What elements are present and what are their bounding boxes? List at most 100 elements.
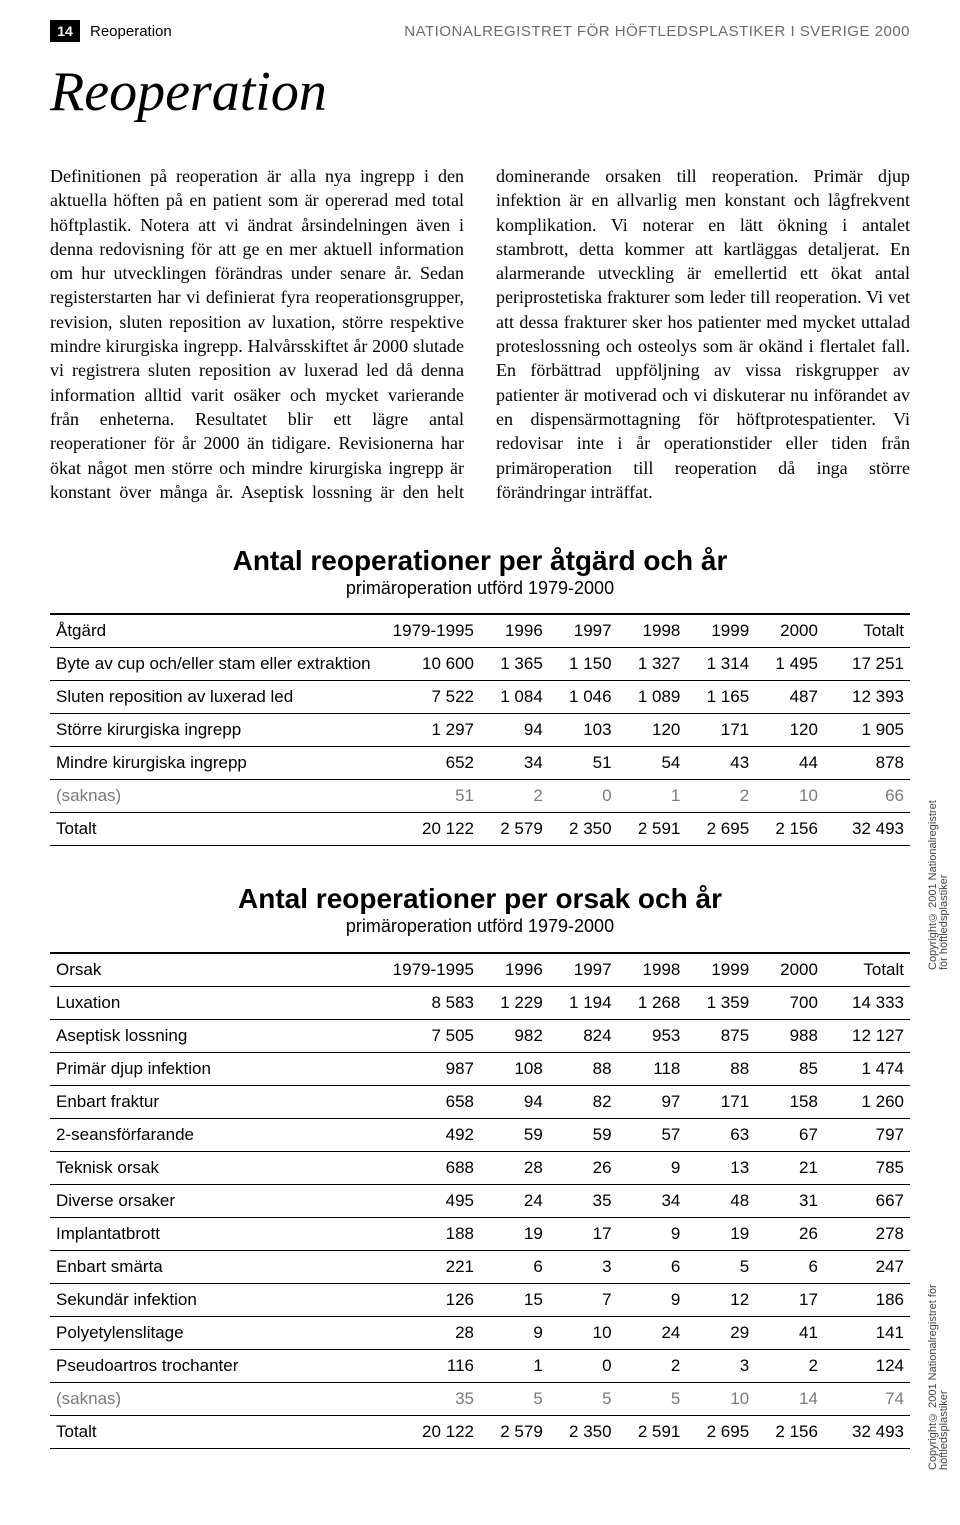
cell-value: 221 xyxy=(377,1250,480,1283)
cell-value: 17 xyxy=(549,1217,618,1250)
cell-value: 987 xyxy=(377,1052,480,1085)
row-label: Sluten reposition av luxerad led xyxy=(50,681,377,714)
cell-value: 19 xyxy=(480,1217,549,1250)
table-row: Sekundär infektion12615791217186 xyxy=(50,1283,910,1316)
cell-value: 2 xyxy=(686,780,755,813)
cell-value: 700 xyxy=(755,986,824,1019)
cell-value: 1 260 xyxy=(824,1085,910,1118)
cell-value: 20 122 xyxy=(377,813,480,846)
cell-value: 67 xyxy=(755,1118,824,1151)
cell-value: 26 xyxy=(549,1151,618,1184)
cell-value: 495 xyxy=(377,1184,480,1217)
cell-value: 51 xyxy=(549,747,618,780)
cell-value: 2 156 xyxy=(755,813,824,846)
cell-value: 652 xyxy=(377,747,480,780)
row-label: (saknas) xyxy=(50,780,377,813)
cell-value: 982 xyxy=(480,1019,549,1052)
table-row: Aseptisk lossning7 50598282495387598812 … xyxy=(50,1019,910,1052)
cell-value: 186 xyxy=(824,1283,910,1316)
table-row: Sluten reposition av luxerad led7 5221 0… xyxy=(50,681,910,714)
cell-value: 1 150 xyxy=(549,648,618,681)
row-label: Primär djup infektion xyxy=(50,1052,377,1085)
row-label: Luxation xyxy=(50,986,377,1019)
row-label: Diverse orsaker xyxy=(50,1184,377,1217)
column-header: 1998 xyxy=(618,614,687,648)
cell-value: 15 xyxy=(480,1283,549,1316)
cell-value: 1 474 xyxy=(824,1052,910,1085)
table-row: Teknisk orsak688282691321785 xyxy=(50,1151,910,1184)
cell-value: 120 xyxy=(618,714,687,747)
cell-value: 5 xyxy=(686,1250,755,1283)
cell-value: 1 359 xyxy=(686,986,755,1019)
cell-value: 988 xyxy=(755,1019,824,1052)
section-crumb: Reoperation xyxy=(90,24,172,39)
table-row: Byte av cup och/eller stam eller extrakt… xyxy=(50,648,910,681)
cell-value: 3 xyxy=(549,1250,618,1283)
cell-value: 247 xyxy=(824,1250,910,1283)
cell-value: 120 xyxy=(755,714,824,747)
cell-value: 2 xyxy=(755,1349,824,1382)
body-text: Definitionen på reoperation är alla nya … xyxy=(50,164,910,504)
column-header: 1996 xyxy=(480,953,549,987)
cell-value: 2 695 xyxy=(686,813,755,846)
total-row: Totalt20 1222 5792 3502 5912 6952 15632 … xyxy=(50,1415,910,1448)
cell-value: 5 xyxy=(480,1382,549,1415)
cell-value: 20 122 xyxy=(377,1415,480,1448)
row-label: (saknas) xyxy=(50,1382,377,1415)
cell-value: 1 165 xyxy=(686,681,755,714)
column-header: Åtgärd xyxy=(50,614,377,648)
cell-value: 59 xyxy=(549,1118,618,1151)
column-header: Totalt xyxy=(824,614,910,648)
row-label: Enbart fraktur xyxy=(50,1085,377,1118)
cell-value: 9 xyxy=(480,1316,549,1349)
cell-value: 94 xyxy=(480,1085,549,1118)
column-header: 1997 xyxy=(549,614,618,648)
cell-value: 35 xyxy=(549,1184,618,1217)
cell-value: 658 xyxy=(377,1085,480,1118)
cell-value: 1 297 xyxy=(377,714,480,747)
cell-value: 6 xyxy=(480,1250,549,1283)
column-header: 1999 xyxy=(686,614,755,648)
cell-value: 34 xyxy=(480,747,549,780)
cell-value: 97 xyxy=(618,1085,687,1118)
cell-value: 31 xyxy=(755,1184,824,1217)
cell-value: 0 xyxy=(549,780,618,813)
cell-value: 12 127 xyxy=(824,1019,910,1052)
cell-value: 10 xyxy=(549,1316,618,1349)
cell-value: 2 591 xyxy=(618,813,687,846)
cell-value: 2 695 xyxy=(686,1415,755,1448)
table-row: Större kirurgiska ingrepp1 2979410312017… xyxy=(50,714,910,747)
cell-value: 1 327 xyxy=(618,648,687,681)
row-label: Mindre kirurgiska ingrepp xyxy=(50,747,377,780)
cell-value: 158 xyxy=(755,1085,824,1118)
cell-value: 2 579 xyxy=(480,813,549,846)
cell-value: 141 xyxy=(824,1316,910,1349)
cell-value: 2 591 xyxy=(618,1415,687,1448)
body-paragraph: Definitionen på reoperation är alla nya … xyxy=(50,164,910,504)
table-row: Polyetylenslitage28910242941141 xyxy=(50,1316,910,1349)
row-label: Sekundär infektion xyxy=(50,1283,377,1316)
cell-value: 1 268 xyxy=(618,986,687,1019)
cell-value: 118 xyxy=(618,1052,687,1085)
cell-value: 24 xyxy=(480,1184,549,1217)
cell-value: 878 xyxy=(824,747,910,780)
column-header: 1979-1995 xyxy=(377,614,480,648)
row-label: Aseptisk lossning xyxy=(50,1019,377,1052)
cell-value: 12 xyxy=(686,1283,755,1316)
column-header: 2000 xyxy=(755,614,824,648)
table-row: Diverse orsaker4952435344831667 xyxy=(50,1184,910,1217)
table-row: Pseudoartros trochanter11610232124 xyxy=(50,1349,910,1382)
cell-value: 2 350 xyxy=(549,813,618,846)
cell-value: 1 905 xyxy=(824,714,910,747)
cell-value: 108 xyxy=(480,1052,549,1085)
cell-value: 875 xyxy=(686,1019,755,1052)
copyright-vertical: Copyright© 2001 Nationalregistret för hö… xyxy=(928,790,950,970)
row-label: Implantatbrott xyxy=(50,1217,377,1250)
table-row: Mindre kirurgiska ingrepp652345154434487… xyxy=(50,747,910,780)
table1-title: Antal reoperationer per åtgärd och år xyxy=(50,544,910,578)
table-row: (saknas)35555101474 xyxy=(50,1382,910,1415)
cell-value: 59 xyxy=(480,1118,549,1151)
column-header: Totalt xyxy=(824,953,910,987)
cell-value: 28 xyxy=(480,1151,549,1184)
header-bar: 14 Reoperation NATIONALREGISTRET FÖR HÖF… xyxy=(50,20,910,42)
